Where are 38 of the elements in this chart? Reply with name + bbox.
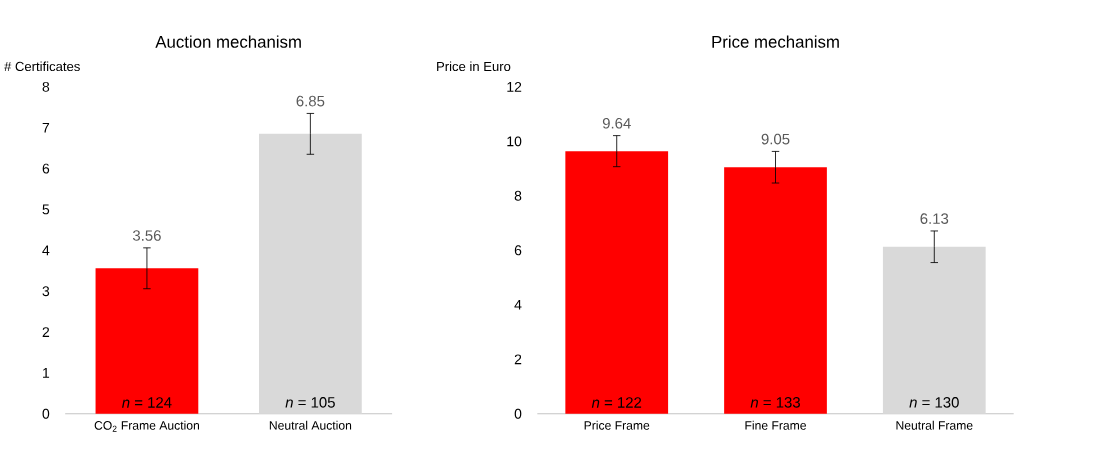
y-tick-label: 12 [507, 81, 522, 92]
y-tick-label: 2 [42, 327, 50, 337]
data-label: 9.64 [602, 117, 631, 129]
x-tick-label: Fine Frame [745, 420, 806, 430]
x-tick-label: CO$_{2}$ Frame Auction [94, 420, 199, 432]
annotation: n = 122 [591, 397, 642, 408]
bar [565, 151, 669, 414]
y-tick-label: 2 [514, 354, 522, 365]
y-tick-label: 5 [42, 204, 50, 215]
annotation: n = 105 [285, 396, 335, 408]
y-tick-label: 6 [42, 163, 50, 174]
y-axis-title: # Certificates [4, 61, 80, 71]
y-tick-label: 7 [42, 122, 50, 133]
y-tick-label: 0 [42, 408, 50, 419]
y-tick-label: 0 [514, 408, 522, 419]
y-tick-label: 4 [514, 299, 522, 310]
bar [724, 167, 827, 414]
data-label: 6.85 [296, 95, 325, 107]
y-tick-label: 8 [42, 81, 50, 92]
y-tick-label: 1 [43, 367, 50, 378]
x-tick-label: Price Frame [584, 420, 650, 430]
x-tick-label: Neutral Auction [269, 420, 352, 430]
data-label: 9.05 [761, 133, 790, 145]
y-tick-label: 4 [42, 245, 50, 256]
data-label: 3.56 [132, 230, 161, 241]
chart-title: Price mechanism [712, 35, 839, 48]
y-tick-label: 8 [514, 190, 522, 201]
annotation: n = 133 [750, 396, 800, 408]
y-tick-label: 6 [514, 245, 522, 256]
x-tick-label: Neutral Frame [896, 420, 973, 430]
annotation: n = 124 [122, 397, 172, 408]
y-tick-label: 3 [42, 286, 50, 296]
annotation: n = 130 [909, 396, 959, 408]
y-tick-label: 10 [507, 136, 522, 147]
data-label: 6.13 [920, 213, 949, 224]
y-axis-title: Price in Euro [437, 61, 511, 71]
chart-title: Auction mechanism [155, 35, 301, 48]
bar [882, 246, 986, 414]
